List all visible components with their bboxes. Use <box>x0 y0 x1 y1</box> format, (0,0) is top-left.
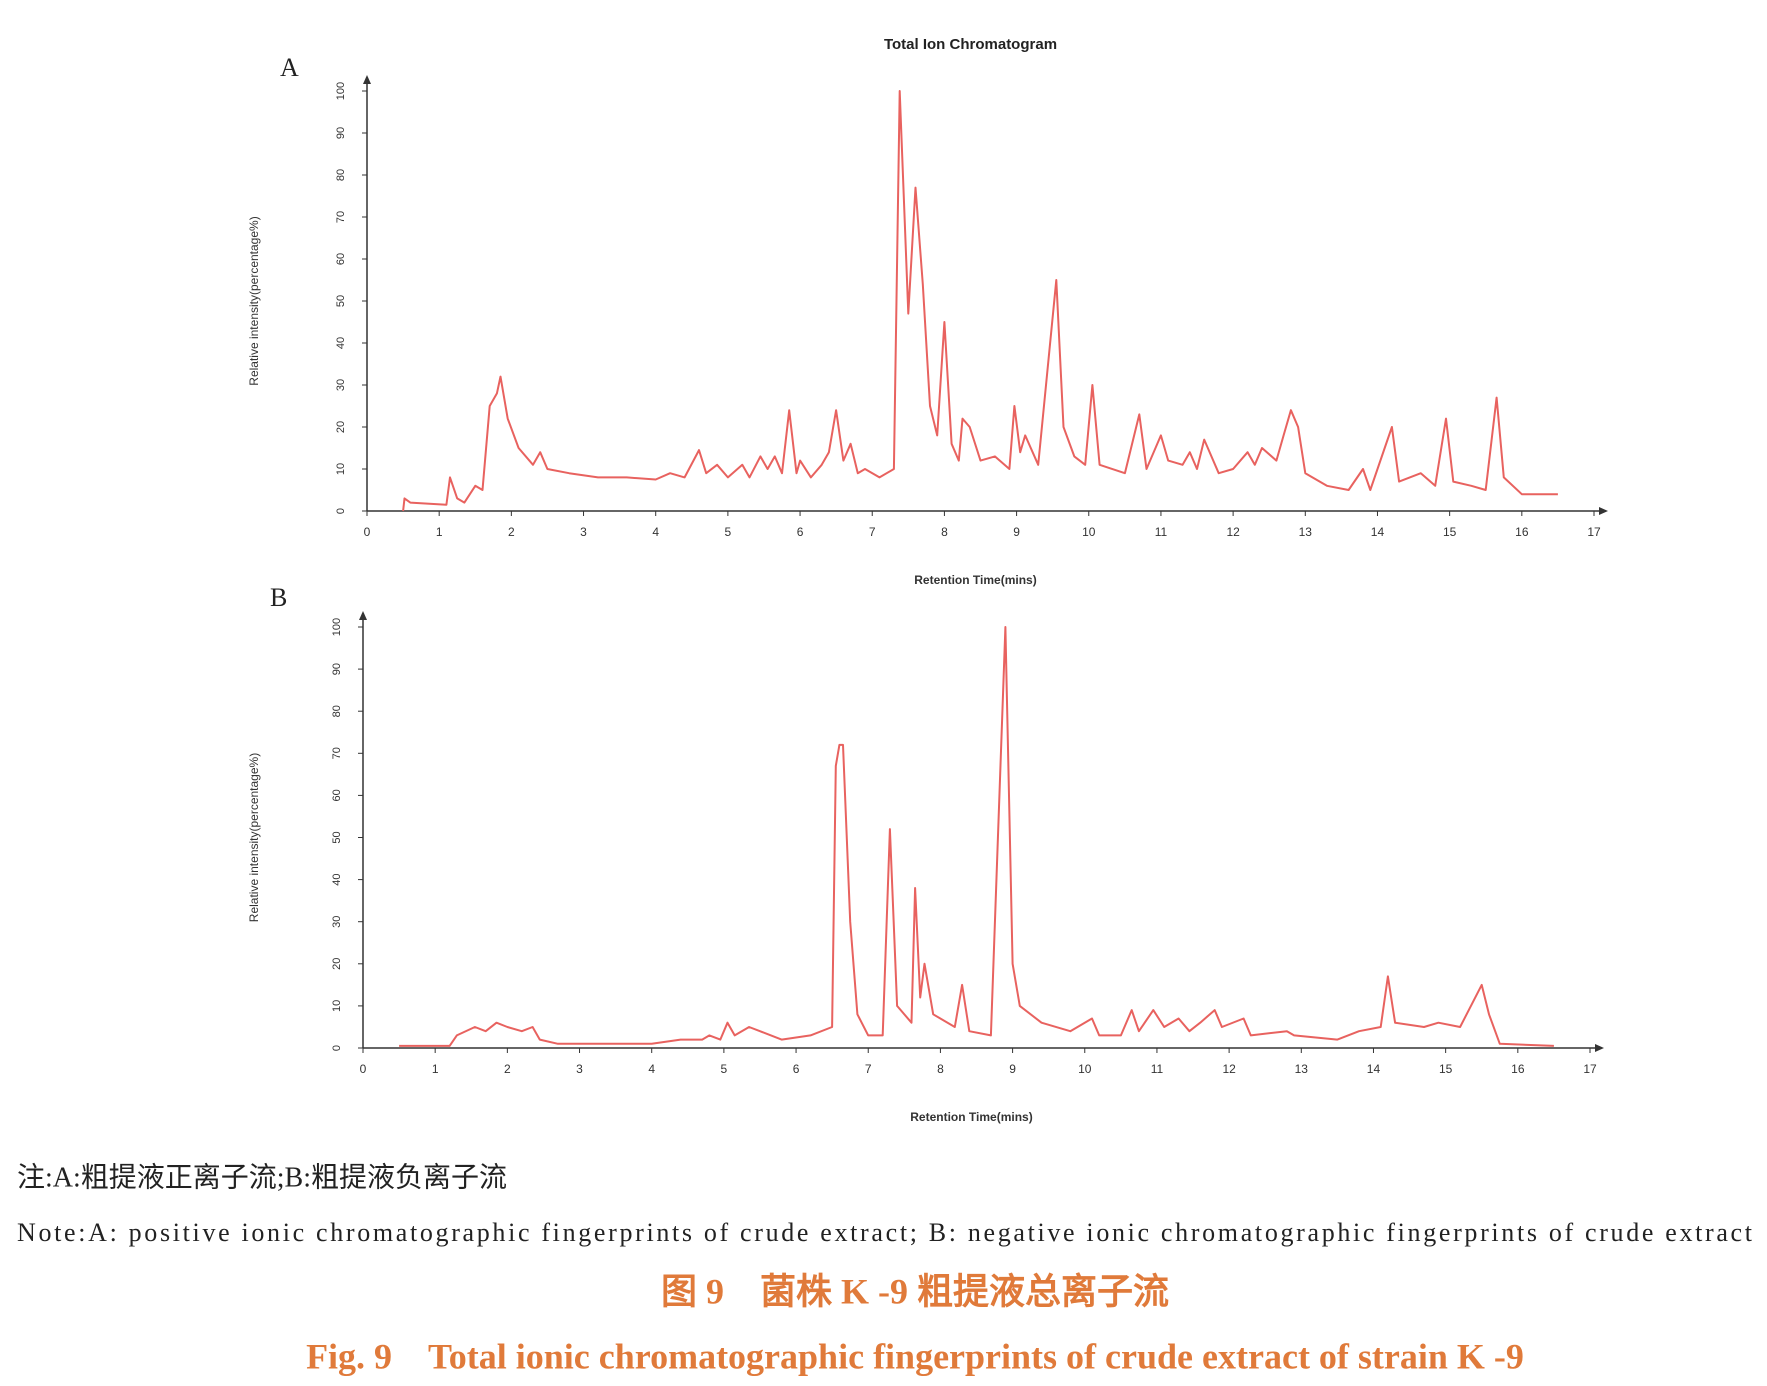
x-tick-label: 2 <box>508 525 515 539</box>
y-tick-label: 100 <box>335 82 347 100</box>
y-tick-label: 40 <box>335 337 347 349</box>
x-tick-label: 6 <box>797 525 804 539</box>
y-tick-label: 80 <box>335 169 347 181</box>
y-tick-label: 80 <box>331 705 343 717</box>
x-tick-label: 3 <box>576 1062 583 1076</box>
x-tick-label: 14 <box>1367 1062 1381 1076</box>
x-axis-arrow <box>1595 1044 1604 1052</box>
y-tick-label: 0 <box>331 1045 343 1051</box>
y-tick-label: 30 <box>335 379 347 391</box>
line-series <box>399 626 1554 1047</box>
x-tick-label: 5 <box>725 525 732 539</box>
x-tick-label: 2 <box>504 1062 511 1076</box>
x-tick-label: 0 <box>360 1062 367 1076</box>
x-tick-label: 16 <box>1515 525 1529 539</box>
y-tick-label: 70 <box>331 747 343 759</box>
x-tick-label: 7 <box>869 525 876 539</box>
y-tick-label: 50 <box>331 831 343 843</box>
y-tick-label: 20 <box>335 421 347 433</box>
x-tick-label: 14 <box>1371 525 1385 539</box>
x-tick-label: 1 <box>432 1062 439 1076</box>
y-axis-arrow <box>359 611 367 620</box>
note-cn: 注:A:粗提液正离子流;B:粗提液负离子流 <box>17 1161 507 1193</box>
y-tick-label: 10 <box>331 1000 343 1012</box>
x-axis-label: Retention Time(mins) <box>910 1110 1032 1124</box>
x-tick-label: 12 <box>1226 525 1240 539</box>
x-tick-label: 17 <box>1583 1062 1597 1076</box>
x-tick-label: 15 <box>1443 525 1457 539</box>
x-tick-label: 12 <box>1222 1062 1236 1076</box>
x-tick-label: 7 <box>865 1062 872 1076</box>
x-tick-label: 10 <box>1082 525 1096 539</box>
x-tick-label: 10 <box>1078 1062 1092 1076</box>
y-tick-label: 70 <box>335 211 347 223</box>
x-tick-label: 13 <box>1299 525 1313 539</box>
x-tick-label: 8 <box>941 525 948 539</box>
y-tick-label: 10 <box>335 463 347 475</box>
x-tick-label: 9 <box>1013 525 1020 539</box>
x-tick-label: 4 <box>652 525 659 539</box>
x-axis-arrow <box>1599 507 1608 515</box>
x-tick-label: 17 <box>1587 525 1601 539</box>
figure-title-en: Fig. 9 Total ionic chromatographic finge… <box>306 1336 1524 1376</box>
x-tick-label: 3 <box>580 525 587 539</box>
x-tick-label: 5 <box>721 1062 728 1076</box>
y-tick-label: 100 <box>331 618 343 636</box>
x-tick-label: 15 <box>1439 1062 1453 1076</box>
panel-label: B <box>270 583 287 612</box>
y-tick-label: 50 <box>335 295 347 307</box>
y-tick-label: 60 <box>331 789 343 801</box>
x-tick-label: 1 <box>436 525 443 539</box>
y-tick-label: 20 <box>331 958 343 970</box>
y-tick-label: 90 <box>335 127 347 139</box>
x-tick-label: 6 <box>793 1062 800 1076</box>
y-tick-label: 30 <box>331 916 343 928</box>
x-tick-label: 16 <box>1511 1062 1525 1076</box>
x-tick-label: 8 <box>937 1062 944 1076</box>
y-axis-label: Relative intensity(percentage%) <box>247 216 261 385</box>
x-tick-label: 0 <box>364 525 371 539</box>
x-tick-label: 11 <box>1155 525 1168 539</box>
chart-title: Total Ion Chromatogram <box>884 36 1057 53</box>
x-tick-label: 13 <box>1295 1062 1309 1076</box>
x-tick-label: 11 <box>1151 1062 1164 1076</box>
y-axis-label: Relative intensity(percentage%) <box>247 753 261 922</box>
y-tick-label: 60 <box>335 253 347 265</box>
y-tick-label: 0 <box>335 508 347 514</box>
note-en: Note:A: positive ionic chromatographic f… <box>17 1218 1753 1247</box>
figure-title-cn: 图 9 菌株 K -9 粗提液总离子流 <box>661 1271 1169 1311</box>
line-series <box>402 90 1558 512</box>
x-tick-label: 4 <box>648 1062 655 1076</box>
x-axis-label: Retention Time(mins) <box>914 573 1036 587</box>
y-axis-arrow <box>363 75 371 84</box>
x-tick-label: 9 <box>1009 1062 1016 1076</box>
y-tick-label: 40 <box>331 873 343 885</box>
y-tick-label: 90 <box>331 663 343 675</box>
panel-label: A <box>280 53 299 82</box>
